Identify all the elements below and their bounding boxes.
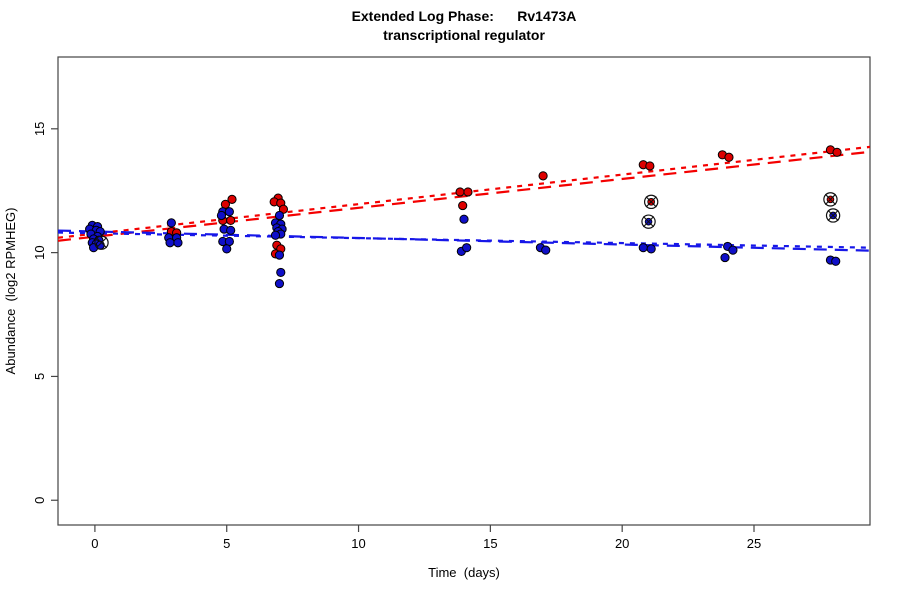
plot-box	[57, 56, 871, 526]
point-blue	[166, 218, 176, 228]
point-blue	[646, 244, 656, 254]
x-tick-label: 25	[747, 536, 761, 551]
y-tick-label: 5	[32, 373, 47, 380]
plot-title-line2: transcriptional regulator	[383, 27, 545, 43]
y-axis-label: Abundance (log2 RPMHEG)	[3, 208, 18, 375]
point-blue	[831, 256, 841, 266]
point-red	[724, 152, 734, 162]
point-red	[463, 187, 473, 197]
y-tick-label: 10	[32, 245, 47, 259]
point-blue	[173, 238, 183, 248]
x-axis-label: Time (days)	[428, 565, 500, 580]
point-blue	[165, 238, 175, 248]
flagged-point-red	[643, 194, 659, 210]
flagged-point-none	[94, 235, 109, 250]
point-blue	[224, 207, 234, 217]
y-tick-label: 0	[32, 497, 47, 504]
point-blue	[274, 278, 285, 289]
flagged-point-red	[823, 192, 838, 207]
point-red	[227, 194, 237, 204]
point-blue	[222, 244, 232, 254]
point-blue	[459, 214, 469, 224]
flagged-outlier-markers	[94, 192, 841, 250]
point-blue	[462, 243, 472, 253]
x-tick-label: 15	[483, 536, 497, 551]
point-blue	[728, 245, 738, 255]
point-blue	[274, 210, 285, 221]
point-red	[832, 147, 842, 157]
point-blue	[226, 225, 236, 235]
point-red	[458, 200, 468, 211]
flagged-point-blue	[825, 208, 841, 223]
flagged-point-blue	[641, 214, 656, 229]
point-red	[645, 161, 655, 171]
point-blue	[541, 245, 551, 255]
point-blue	[270, 230, 281, 240]
axis-ticks: 0 5 10 15 20 25 0 5 10 15	[32, 122, 761, 551]
point-blue	[274, 250, 285, 260]
point-red	[226, 215, 236, 226]
point-blue	[276, 267, 286, 278]
point-red	[455, 187, 465, 197]
point-red	[538, 171, 548, 181]
point-blue	[638, 243, 648, 253]
y-tick-label: 15	[32, 122, 47, 136]
point-blue	[720, 252, 730, 263]
x-tick-label: 10	[351, 536, 365, 551]
point-blue	[216, 210, 227, 221]
trend-line-red-long	[57, 150, 871, 242]
x-tick-label: 20	[615, 536, 629, 551]
x-tick-label: 5	[223, 536, 230, 551]
data-points	[85, 145, 842, 289]
x-tick-label: 0	[91, 536, 98, 551]
plot-title-line1: Extended Log Phase: Rv1473A	[352, 8, 577, 24]
trend-line-blue-short	[57, 231, 871, 249]
